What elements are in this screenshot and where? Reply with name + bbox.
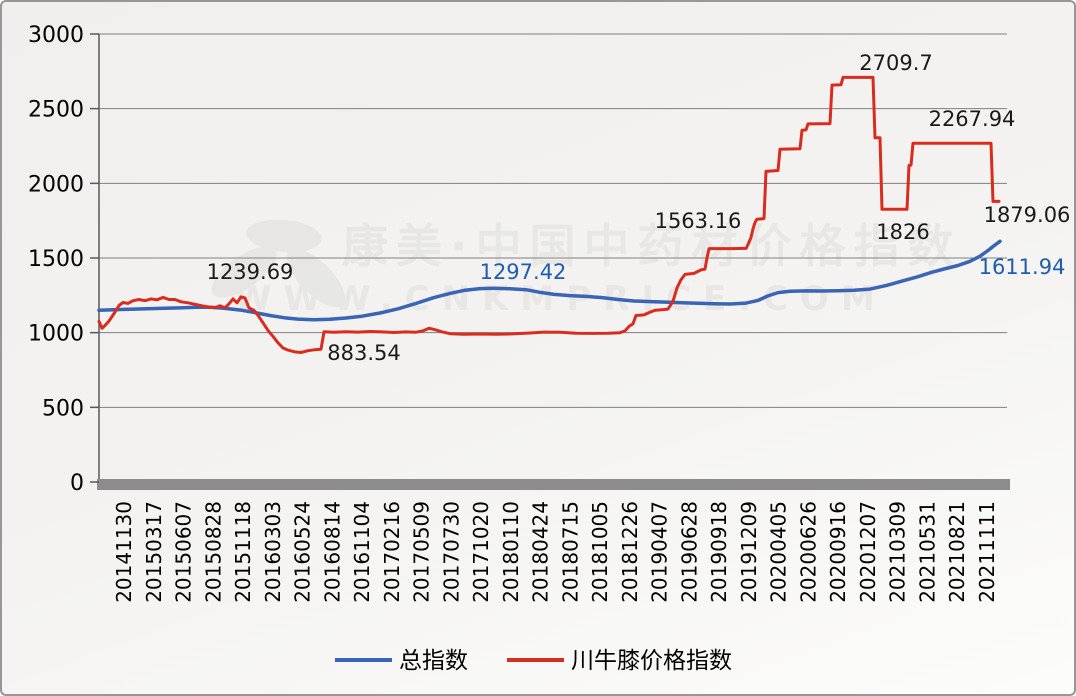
x-tick-label: 20150828 [201, 501, 225, 603]
y-tick-label: 2500 [28, 98, 84, 123]
x-tick-label: 20160303 [261, 501, 285, 603]
y-tick-label: 1000 [28, 322, 84, 347]
x-tick-label: 20200405 [767, 501, 791, 603]
annotation-label: 1563.16 [655, 209, 742, 233]
x-tick-label: 20190407 [648, 501, 672, 603]
x-tick-label: 20200916 [826, 501, 850, 603]
watermark-logo-icon [246, 219, 322, 253]
watermark-text-line2: WWW.CNKMPRICE.COM [234, 279, 887, 319]
x-tick-label: 20180424 [529, 501, 553, 603]
x-tick-label: 20190628 [677, 501, 701, 603]
legend-label-chuanniuxi-price-index: 川牛膝价格指数 [571, 648, 732, 674]
x-tick-label: 20171020 [469, 501, 493, 603]
x-tick-label: 20170216 [380, 501, 404, 603]
legend-label-total-index: 总指数 [399, 648, 468, 674]
annotation-label: 1611.94 [979, 255, 1066, 279]
annotation-label: 1826 [876, 220, 929, 244]
x-tick-label: 20160524 [291, 501, 315, 603]
series-line-total-index [97, 239, 1002, 322]
x-baseline-bar [97, 479, 1010, 490]
x-tick-label: 20170509 [410, 501, 434, 603]
y-tick-label: 3000 [28, 23, 84, 48]
x-tick-label: 20210531 [915, 501, 939, 603]
x-tick-label: 20191209 [737, 501, 761, 603]
y-tick-label: 2000 [28, 172, 84, 197]
annotation-label: 1239.69 [207, 260, 294, 284]
x-tick-label: 20181226 [618, 501, 642, 603]
annotation-label: 2709.7 [859, 51, 932, 75]
legend: 总指数 川牛膝价格指数 [335, 648, 732, 674]
watermark: 康美·中国中药材价格指数 WWW.CNKMPRICE.COM [211, 219, 961, 319]
y-tick-label: 1500 [28, 247, 84, 272]
x-tick-label: 20180110 [499, 501, 523, 603]
x-tick-label: 20141130 [112, 501, 136, 603]
watermark-text-line1: 康美·中国中药材价格指数 [342, 219, 961, 273]
y-tick-label: 0 [70, 471, 84, 496]
x-tick-label: 20181005 [588, 501, 612, 603]
x-tick-label: 20150317 [142, 501, 166, 603]
x-tick-label: 20210821 [945, 501, 969, 603]
x-tick-label: 20210309 [886, 501, 910, 603]
x-tick-label: 20160814 [320, 501, 344, 603]
x-tick-label: 20151118 [231, 501, 255, 603]
x-tick-label: 20180715 [558, 501, 582, 603]
annotation-label: 883.54 [327, 341, 400, 365]
x-tick-label: 20170730 [439, 501, 463, 603]
annotation-label: 1879.06 [984, 203, 1071, 227]
x-tick-label: 20211111 [975, 501, 999, 603]
x-tick-label: 20200626 [796, 501, 820, 603]
y-tick-label: 500 [42, 396, 84, 421]
x-tick-label: 20190918 [707, 501, 731, 603]
watermark-logo-icon [211, 246, 277, 298]
x-tick-label: 20150607 [172, 501, 196, 603]
annotation-label: 2267.94 [929, 107, 1016, 131]
x-tick-label: 20201207 [856, 501, 880, 603]
annotation-label: 1297.42 [480, 260, 567, 284]
x-tick-label: 20161104 [350, 501, 374, 603]
watermark-logo-icon [286, 248, 346, 308]
series-line-chuanniuxi-price-index [97, 75, 1001, 354]
